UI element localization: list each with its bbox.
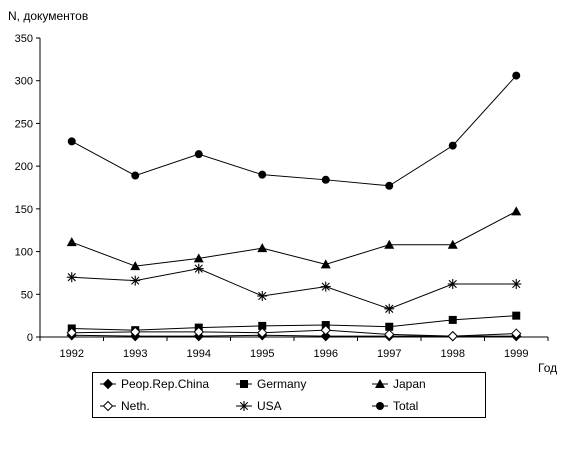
data-point (257, 290, 268, 301)
series-usa (66, 263, 522, 314)
data-point (512, 71, 521, 80)
legend-item: USA (236, 399, 282, 413)
data-point (384, 329, 395, 340)
series-total (67, 71, 521, 190)
legend-label: Total (393, 399, 418, 413)
legend-label: Peop.Rep.China (121, 377, 209, 391)
legend-marker (102, 400, 114, 412)
data-point (384, 303, 395, 314)
legend: Peop.Rep.China Germany Japan Neth. USA Total (92, 372, 486, 418)
data-point (320, 330, 331, 342)
data-point (193, 253, 204, 263)
x-axis-title: Год (538, 361, 557, 375)
data-point (130, 261, 141, 271)
y-tick-label: 300 (15, 76, 33, 88)
series-line (71, 210, 517, 267)
data-point (448, 141, 457, 150)
series-line (71, 329, 517, 337)
legend-label: Germany (257, 377, 306, 391)
series-line (71, 315, 517, 331)
legend-label: Japan (393, 377, 426, 391)
data-point (512, 311, 521, 320)
data-point (320, 324, 331, 336)
legend-item: Germany (236, 377, 306, 391)
legend-marker (102, 378, 114, 390)
x-tick-label: 1996 (314, 348, 338, 360)
data-point (447, 330, 458, 342)
data-point (511, 206, 522, 216)
series-line (71, 268, 517, 310)
data-point (447, 239, 458, 249)
data-point (258, 170, 267, 179)
legend-item: Neth. (100, 399, 150, 413)
data-point (511, 328, 522, 339)
legend-label: USA (257, 399, 282, 413)
data-point (130, 326, 141, 338)
legend-marker (239, 401, 249, 411)
data-point (448, 315, 457, 324)
axes: 0 50 100 150 200 250 300 350 1992 1993 1994 1995 199… (15, 33, 549, 360)
data-point (320, 259, 331, 269)
data-point (385, 322, 394, 331)
data-point (447, 279, 458, 290)
data-point (66, 272, 77, 283)
data-point (320, 281, 331, 292)
x-tick-label: 1993 (123, 348, 147, 360)
legend-item: Japan (372, 377, 426, 391)
y-tick-label: 50 (21, 289, 33, 301)
data-point (194, 150, 203, 159)
series-japan (66, 206, 522, 271)
data-point (130, 275, 141, 286)
legend-box (92, 372, 486, 418)
x-tick-label: 1998 (441, 348, 465, 360)
data-point (193, 326, 204, 338)
y-tick-label: 250 (15, 118, 33, 130)
y-tick-label: 150 (15, 204, 33, 216)
legend-item: Peop.Rep.China (100, 377, 209, 391)
legend-label: Neth. (121, 399, 150, 413)
y-tick-label: 100 (15, 247, 33, 259)
data-point (257, 243, 268, 253)
x-tick-label: 1999 (504, 348, 528, 360)
x-tick-label: 1995 (250, 348, 274, 360)
legend-marker (240, 380, 248, 388)
y-axis-title: N, документов (8, 9, 88, 23)
legend-item: Total (372, 399, 418, 413)
y-tick-label: 200 (15, 161, 33, 173)
data-point (258, 321, 267, 330)
data-point (321, 175, 330, 184)
y-tick-label: 0 (27, 332, 33, 344)
data-point (193, 263, 204, 274)
legend-marker (375, 379, 385, 388)
data-point (385, 181, 394, 190)
series-line (71, 75, 517, 187)
data-point (66, 237, 77, 247)
x-tick-label: 1994 (187, 348, 211, 360)
series-neth (66, 324, 522, 342)
data-point (66, 327, 77, 338)
data-point (131, 171, 140, 180)
data-point (257, 327, 268, 338)
y-tick-label: 350 (15, 33, 33, 45)
data-point (384, 239, 395, 249)
x-tick-label: 1992 (60, 348, 84, 360)
x-tick-label: 1997 (377, 348, 401, 360)
data-point (67, 137, 76, 146)
plot-area (66, 71, 522, 342)
data-point (511, 279, 522, 290)
legend-marker (376, 402, 384, 410)
